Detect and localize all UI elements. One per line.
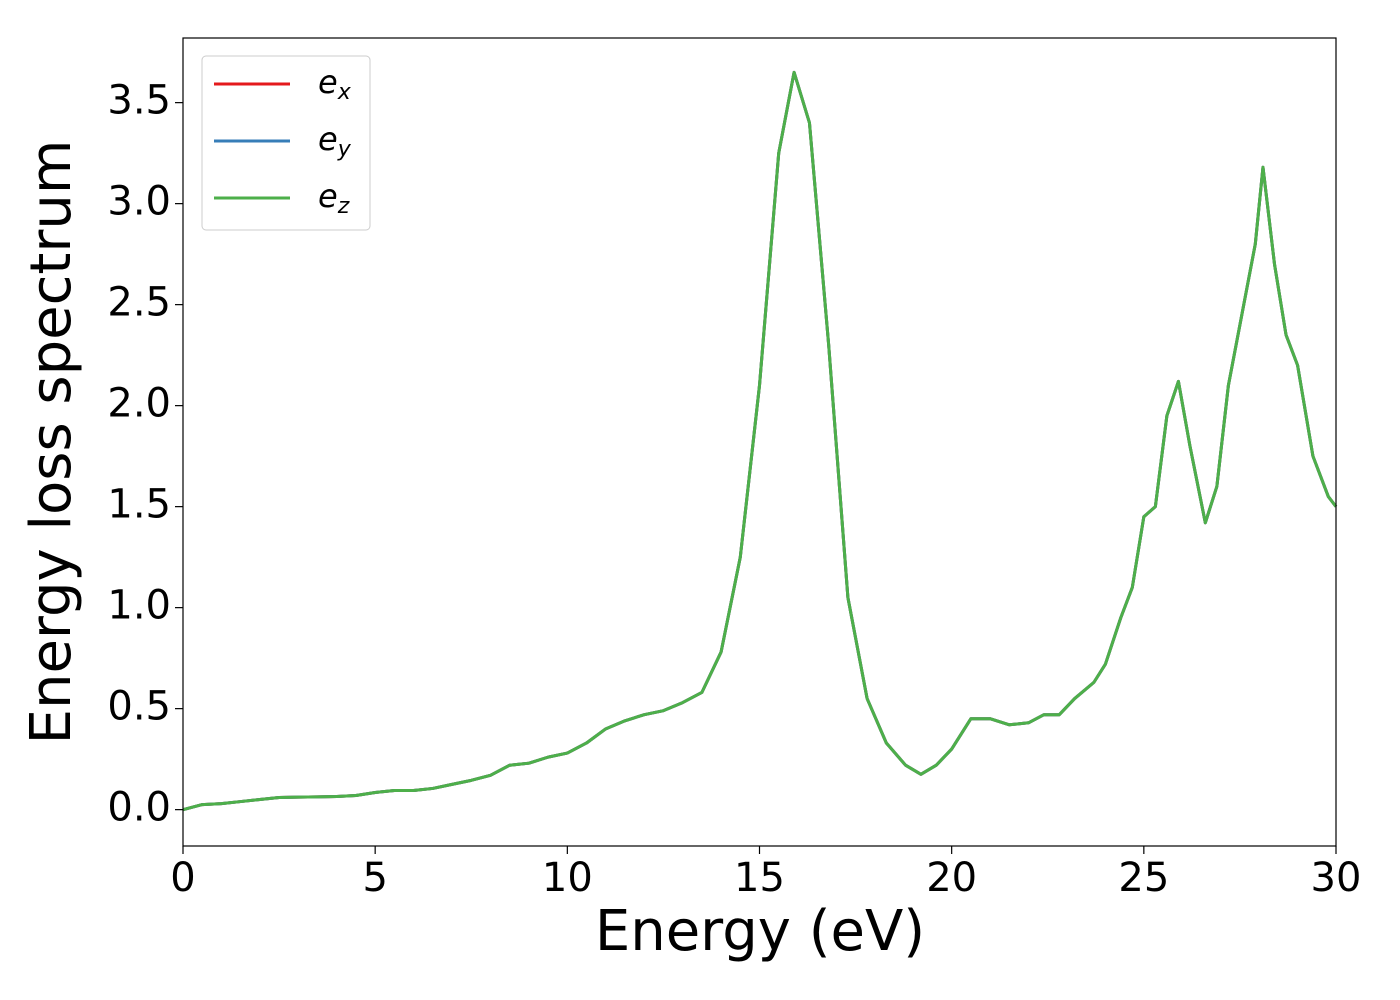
legend-label: ey [318, 120, 352, 162]
y-tick-label: 2.5 [107, 280, 171, 326]
x-tick-label: 10 [542, 855, 593, 901]
legend-box [201, 55, 371, 231]
line-series [182, 70, 1338, 812]
plot-frame [182, 37, 1337, 847]
x-axis-label: Energy (eV) [595, 899, 925, 964]
y-tick-label: 3.5 [107, 78, 171, 124]
x-tick-label: 15 [734, 855, 785, 901]
y-tick-label: 2.0 [107, 381, 171, 427]
legend: ex ey ez [201, 55, 371, 231]
y-tick-label: 1.5 [107, 482, 171, 528]
x-tick-label: 0 [170, 855, 195, 901]
x-tick-label: 20 [926, 855, 977, 901]
y-tick-label: 0.5 [107, 684, 171, 730]
y-tick-label: 3.0 [107, 179, 171, 225]
y-tick-label: 1.0 [107, 583, 171, 629]
x-tick-label: 30 [1311, 855, 1362, 901]
x-tick-label: 5 [362, 855, 387, 901]
x-tick-label: 25 [1118, 855, 1169, 901]
y-tick-label: 0.0 [107, 785, 171, 831]
legend-label: ex [318, 63, 352, 105]
legend-label: ez [318, 177, 350, 219]
y-axis-label: Energy loss spectrum [19, 140, 84, 745]
